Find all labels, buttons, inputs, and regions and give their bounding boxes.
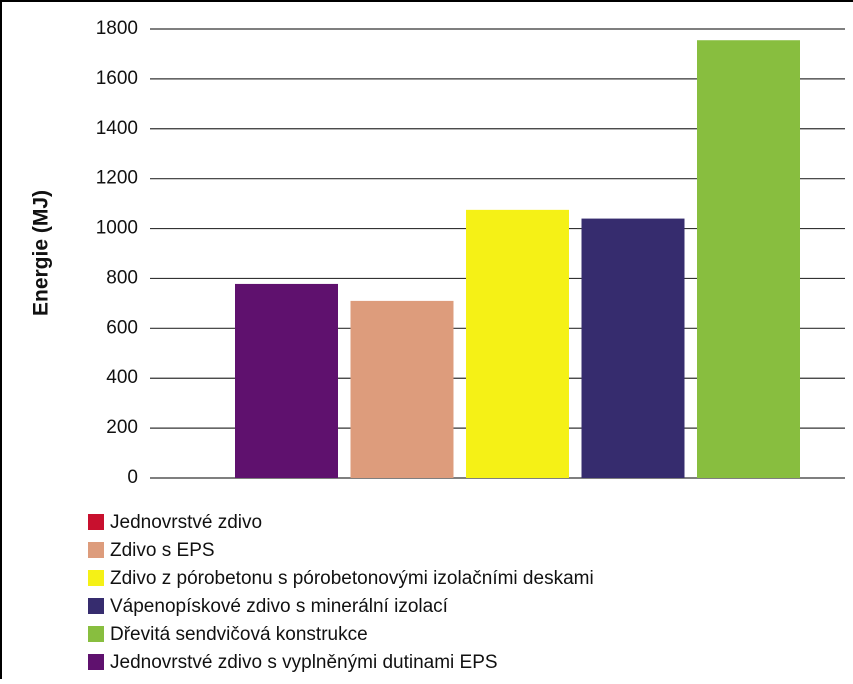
y-tick-label: 200 [106, 417, 138, 438]
y-tick-label: 400 [106, 367, 138, 388]
y-tick-label: 0 [127, 467, 138, 488]
y-tick-label: 800 [106, 267, 138, 288]
legend-label: Jednovrstvé zdivo s vyplněnými dutinami … [110, 652, 498, 673]
bar [466, 209, 569, 478]
bar [235, 283, 338, 478]
legend-label: Zdivo z pórobetonu s pórobetonovými izol… [110, 568, 594, 589]
legend-swatch [88, 626, 104, 642]
legend-swatch [88, 514, 104, 530]
y-tick-label: 1000 [96, 218, 138, 239]
y-tick-label: 1800 [96, 18, 138, 39]
bar [697, 40, 800, 478]
legend-swatch [88, 654, 104, 670]
legend-label: Vápenopískové zdivo s minerální izolací [110, 596, 449, 617]
y-tick-label: 1400 [96, 118, 138, 139]
bar [581, 218, 685, 479]
y-tick-label: 600 [106, 317, 138, 338]
legend-swatch [88, 598, 104, 614]
y-axis-label: Energie (MJ) [30, 190, 53, 316]
bar [350, 300, 454, 478]
legend-label: Zdivo s EPS [110, 540, 215, 561]
legend-swatch [88, 542, 104, 558]
legend-swatch [88, 570, 104, 586]
legend-label: Jednovrstvé zdivo [110, 512, 262, 533]
y-tick-label: 1200 [96, 168, 138, 189]
y-tick-label: 1600 [96, 68, 138, 89]
legend-label: Dřevitá sendvičová konstrukce [110, 624, 368, 645]
